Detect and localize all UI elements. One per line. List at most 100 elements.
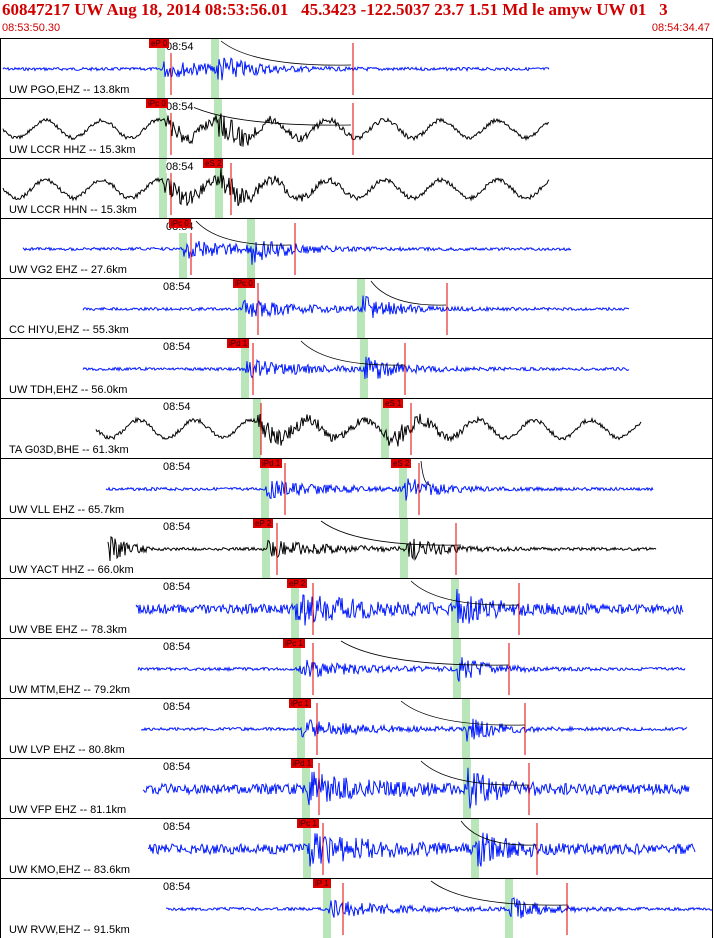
phase-window-band — [211, 39, 219, 98]
trace-panel[interactable]: 08:54 eS 1 TA G03D,BHE -- 61.3km — [0, 398, 713, 458]
trace-panel[interactable]: 08:54 iPd 1 eS 2 UW VLL EHZ -- 65.7km — [0, 458, 713, 518]
waveform-plot — [82, 279, 630, 338]
phase-window-band — [159, 99, 167, 158]
station-label: TA G03D,BHE -- 61.3km — [9, 444, 129, 456]
station-label: UW VG2 EHZ -- 27.6km — [9, 264, 127, 276]
waveform-plot — [2, 39, 550, 98]
phase-pick-tag[interactable]: iPc 0 — [233, 279, 255, 288]
waveform-plot — [166, 879, 712, 938]
time-tick-label: 08:54 — [166, 161, 194, 173]
trace-panel[interactable]: 08:54 iPd 1 UW VFP EHZ -- 81.1km — [0, 758, 713, 818]
waveform-plot — [135, 579, 684, 638]
waveform-plot — [22, 219, 572, 278]
time-tick-label: 08:54 — [163, 281, 191, 293]
phase-pick-tag[interactable]: iPc 1 — [289, 699, 311, 708]
waveform-plot — [140, 699, 688, 758]
station-label: UW VFP EHZ -- 81.1km — [9, 804, 127, 816]
coda-decay-curve — [340, 640, 510, 666]
station-label: UW MTM,EHZ -- 79.2km — [9, 684, 130, 696]
waveform-trace — [147, 832, 696, 867]
phase-pick-tag[interactable]: iPd 1 — [260, 459, 283, 468]
waveform-plot — [107, 519, 657, 578]
phase-window-band — [241, 339, 249, 398]
waveform-plot — [142, 759, 690, 818]
station-label: UW VBE EHZ -- 78.3km — [9, 624, 127, 636]
station-label: UW LCCR HHZ -- 15.3km — [9, 144, 136, 156]
phase-pick-tag[interactable]: iP 1 — [313, 879, 331, 888]
waveform-plot — [105, 459, 654, 518]
waveform-plot — [137, 639, 686, 698]
phase-pick-tag[interactable]: iPc 0 — [169, 219, 191, 228]
trace-panel[interactable]: 08:54 iPc 1 UW MTM,EHZ -- 79.2km — [0, 638, 713, 698]
time-tick-label: 08:54 — [163, 821, 191, 833]
phase-pick-tag[interactable]: iPc 1 — [283, 639, 305, 648]
station-label: UW RVW,EHZ -- 91.5km — [9, 924, 130, 936]
phase-pick-tag[interactable]: eS 2 — [391, 459, 412, 468]
coda-decay-curve — [320, 520, 462, 546]
waveform-plot — [82, 339, 630, 398]
trace-panel[interactable]: 08:54 eS 2 UW LCCR HHN -- 15.3km — [0, 158, 713, 218]
coda-decay-curve — [370, 280, 447, 306]
station-label: UW LCCR HHN -- 15.3km — [9, 204, 137, 216]
phase-pick-tag[interactable]: eS 2 — [203, 159, 224, 168]
waveform-trace — [82, 356, 630, 379]
waveform-trace — [140, 718, 688, 742]
waveform-plot — [147, 819, 696, 878]
waveform-trace — [107, 536, 657, 562]
time-tick-label: 08:54 — [163, 521, 191, 533]
phase-window-band — [214, 99, 222, 158]
station-label: UW VLL EHZ -- 65.7km — [9, 504, 125, 516]
trace-panel[interactable]: 08:54 iP 1 UW RVW,EHZ -- 91.5km — [0, 878, 713, 938]
trace-panel[interactable]: 08:54 iPc 0 UW LCCR HHZ -- 15.3km — [0, 98, 713, 158]
phase-pick-tag[interactable]: eP 2 — [253, 519, 274, 528]
phase-window-band — [293, 639, 301, 698]
trace-panel[interactable]: 08:54 eP 0 UW PGO,EHZ -- 13.8km — [0, 38, 713, 98]
phase-pick-tag[interactable]: eP 2 — [287, 579, 308, 588]
waveform-trace — [22, 240, 572, 265]
event-title: 60847217 UW Aug 18, 2014 08:53:56.01 45.… — [2, 0, 668, 19]
trace-panel[interactable]: 08:54 eP 2 UW YACT HHZ -- 66.0km — [0, 518, 713, 578]
time-tick-label: 08:54 — [163, 701, 191, 713]
waveform-plot — [95, 399, 642, 458]
time-tick-label: 08:54 — [163, 881, 191, 893]
trace-panel[interactable]: 08:54 eP 2 UW VBE EHZ -- 78.3km — [0, 578, 713, 638]
phase-pick-tag[interactable]: eS 1 — [383, 399, 404, 408]
phase-window-band — [179, 219, 187, 278]
trace-panel[interactable]: 08:54 iPc 1 UW LVP EHZ -- 80.8km — [0, 698, 713, 758]
time-tick-label: 08:54 — [163, 461, 191, 473]
coda-decay-curve — [420, 460, 432, 486]
phase-window-band — [462, 699, 470, 758]
station-label: CC HIYU,EHZ -- 55.3km — [9, 324, 129, 336]
waveform-trace — [105, 478, 654, 501]
phase-pick-tag[interactable]: eP 0 — [149, 39, 170, 48]
phase-window-band — [400, 519, 408, 578]
time-tick-label: 08:54 — [163, 761, 191, 773]
phase-window-band — [253, 399, 261, 458]
waveform-trace — [135, 588, 684, 626]
station-label: UW PGO,EHZ -- 13.8km — [9, 84, 130, 96]
waveform-trace — [2, 167, 550, 207]
coda-decay-curve — [220, 40, 352, 66]
trace-panel[interactable]: 08:54 iPc 1 UW KMO,EHZ -- 83.6km — [0, 818, 713, 878]
waveform-trace — [166, 897, 712, 919]
waveform-trace — [82, 295, 630, 319]
trace-panel[interactable]: 08:54 iPc 0 CC HIYU,EHZ -- 55.3km — [0, 278, 713, 338]
phase-pick-tag[interactable]: iPc 0 — [146, 99, 168, 108]
station-label: UW TDH,EHZ -- 56.0km — [9, 384, 128, 396]
coda-decay-curve — [410, 580, 520, 606]
coda-decay-curve — [430, 880, 568, 906]
phase-pick-tag[interactable]: iPd 1 — [291, 759, 314, 768]
start-time: 08:53:50.30 — [2, 22, 61, 34]
header-bar: 60847217 UW Aug 18, 2014 08:53:56.01 45.… — [0, 0, 714, 38]
waveform-trace — [142, 767, 690, 809]
time-tick-label: 08:54 — [166, 101, 194, 113]
trace-panel[interactable]: 08:54 iPd 1 UW TDH,EHZ -- 56.0km — [0, 338, 713, 398]
phase-pick-tag[interactable]: iPc 1 — [297, 819, 319, 828]
waveform-trace — [2, 113, 549, 147]
phase-window-band — [302, 759, 310, 818]
coda-decay-curve — [460, 820, 538, 846]
phase-pick-tag[interactable]: iPd 1 — [227, 339, 250, 348]
phase-window-band — [215, 159, 223, 218]
